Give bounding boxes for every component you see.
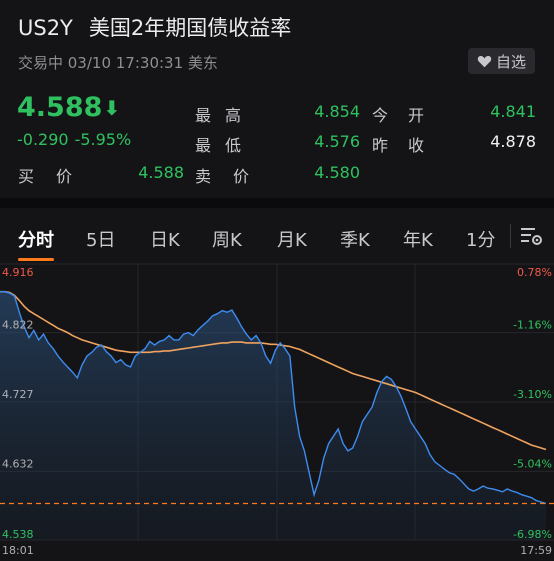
chart-svg: 4.916 4.822 4.727 4.632 4.538 0.78% -1.16% -3.1… [0, 263, 554, 557]
arrow-down-icon: ⬇ [103, 95, 121, 120]
percent-tick-label: -1.16% [513, 319, 552, 332]
y-tick-label: 4.632 [2, 457, 34, 470]
section-divider [0, 198, 554, 208]
tab-intraday[interactable]: 分时 [18, 230, 54, 251]
tab-5day[interactable]: 5日 [86, 230, 116, 251]
tab-quarterly[interactable]: 季K [340, 230, 370, 251]
watch-label: 自选 [495, 52, 526, 71]
symbol: US2Y [18, 16, 73, 40]
change-percent: -5.95% [74, 130, 132, 149]
bid-label: 买价 [18, 167, 95, 186]
price-area [0, 291, 546, 540]
add-watchlist-button[interactable]: 自选 [468, 48, 535, 74]
open-label: 今开 [372, 106, 445, 125]
y-tick-label: 4.538 [2, 528, 34, 541]
high-label: 最高 [195, 106, 256, 125]
tab-separator [510, 224, 511, 248]
x-start-label: 18:01 [2, 544, 34, 557]
quote-header: US2Y 美国2年期国债收益率 交易中 03/10 17:30:31 美东 自选 … [0, 0, 554, 198]
ask-value: 4.580 [314, 163, 360, 182]
period-tabs: 分时 5日 日K 周K 月K 季K 年K 1分 [0, 208, 554, 261]
percent-tick-label: 0.78% [517, 266, 552, 279]
price-line [0, 291, 547, 505]
active-tab-indicator [18, 258, 54, 261]
last-price: 4.588 ⬇ [17, 92, 120, 123]
price-change: -0.290 -5.95% [17, 130, 131, 149]
prev-close-value: 4.878 [490, 132, 536, 151]
y-tick-label: 4.916 [2, 266, 34, 279]
change-value: -0.290 [17, 130, 69, 149]
heart-icon [477, 56, 492, 68]
last-price-value: 4.588 [17, 92, 103, 123]
tab-monthly[interactable]: 月K [277, 230, 307, 251]
tab-weekly[interactable]: 周K [212, 230, 242, 251]
x-end-label: 17:59 [520, 544, 552, 557]
high-value: 4.854 [314, 102, 360, 121]
y-tick-label: 4.727 [2, 388, 34, 401]
tab-1min[interactable]: 1分 [466, 230, 496, 251]
open-value: 4.841 [490, 102, 536, 121]
ask-label: 卖价 [195, 167, 272, 186]
quote-title-row: US2Y 美国2年期国债收益率 [18, 12, 291, 42]
percent-tick-label: -5.04% [513, 457, 552, 470]
trading-status: 交易中 03/10 17:30:31 美东 [18, 54, 218, 72]
prev-close-label: 昨收 [372, 136, 445, 155]
low-value: 4.576 [314, 132, 360, 151]
bid-value: 4.588 [138, 163, 184, 182]
tab-daily[interactable]: 日K [150, 230, 180, 251]
percent-tick-label: -3.10% [513, 388, 552, 401]
intraday-chart[interactable]: 4.916 4.822 4.727 4.632 4.538 0.78% -1.16% -3.1… [0, 260, 554, 561]
y-tick-label: 4.822 [2, 319, 34, 332]
low-label: 最低 [195, 136, 256, 155]
percent-tick-label: -6.98% [513, 528, 552, 541]
average-price-line [0, 290, 547, 451]
instrument-name: 美国2年期国债收益率 [88, 16, 292, 40]
tab-yearly[interactable]: 年K [403, 230, 433, 251]
chart-settings-icon[interactable] [518, 222, 544, 248]
